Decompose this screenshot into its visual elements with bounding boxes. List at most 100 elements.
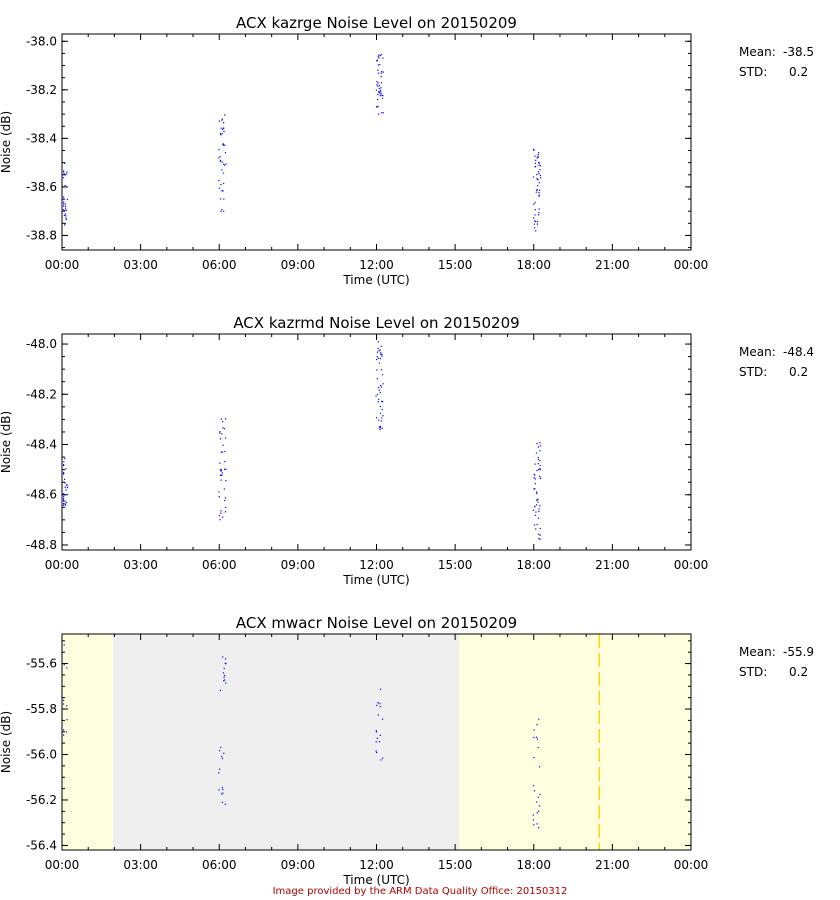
panel-1-data-point: [381, 112, 383, 114]
panel-1-data-point: [534, 155, 536, 157]
panel-1-data-point: [222, 143, 224, 146]
panel-2-data-point: [533, 488, 535, 490]
panel-2-data-point: [220, 479, 222, 481]
panel-1-data-point: [381, 94, 383, 96]
panel-2-data-point: [535, 452, 538, 454]
panel-1-data-point: [533, 223, 536, 225]
panel-1-data-point: [377, 98, 379, 101]
panel-2-data-point: [220, 510, 222, 512]
panel-1-data-point: [220, 134, 222, 136]
panel-2-data-point: [537, 501, 539, 503]
panel-1-x-tick-label: 15:00: [438, 258, 473, 272]
panel-3-data-point: [376, 737, 378, 739]
panel-3-std-value: 0.2: [789, 665, 808, 679]
panel-2-data-point: [538, 510, 540, 513]
panel-3-x-tick-label: 21:00: [595, 858, 630, 872]
panel-2-data-point: [538, 537, 540, 540]
panel-3-data-point: [377, 702, 379, 704]
panel-2-data-point: [378, 362, 381, 364]
panel-1-data-point: [533, 148, 535, 150]
panel-1-data-point: [380, 53, 382, 56]
panel-3-data-point: [533, 729, 535, 731]
panel-1-data-point: [219, 155, 221, 158]
panel-1-data-point: [376, 106, 378, 108]
panel-3-data-point: [375, 750, 377, 752]
panel-1-data-point: [63, 224, 66, 226]
panel-1-data-point: [64, 223, 66, 225]
panel-2-data-point: [63, 504, 65, 506]
panel-1-x-tick-label: 03:00: [123, 258, 158, 272]
panel-3-data-point: [224, 679, 226, 681]
panel-3-x-tick-label: 15:00: [438, 858, 473, 872]
panel-2-data-point: [533, 524, 536, 526]
panel-2-data-point: [539, 534, 541, 536]
panel-1-data-point: [63, 171, 65, 173]
panel-1-data-point: [378, 57, 380, 59]
panel-2-data-point: [379, 349, 381, 351]
panel-1-data-point: [376, 84, 378, 86]
panel-3-x-tick-label: 12:00: [359, 858, 394, 872]
panel-1-x-tick-label: 09:00: [281, 258, 316, 272]
panel-1-data-point: [377, 105, 379, 108]
panel-1-data-point: [536, 189, 538, 191]
panel-2-data-point: [377, 341, 380, 343]
panel-2-data-point: [64, 482, 66, 484]
panel-2-data-point: [63, 472, 65, 474]
panel-3-data-point: [533, 824, 535, 826]
panel-2-data-point: [64, 494, 66, 496]
panel-1-data-point: [221, 208, 223, 211]
panel-1-data-point: [378, 87, 380, 89]
panel-2-data-point: [539, 469, 541, 471]
panel-1-data-point: [218, 120, 221, 122]
panel-3-data-point: [379, 706, 382, 708]
panel-3-data-point: [536, 812, 538, 814]
panel-2-data-point: [380, 420, 383, 422]
panel-2-data-point: [222, 421, 224, 423]
panel-1-data-point: [219, 160, 221, 162]
panel-1-data-point: [65, 209, 67, 211]
panel-2-data-point: [534, 514, 536, 516]
panel-2-data-point: [538, 533, 540, 535]
panel-1-data-point: [533, 203, 535, 205]
panel-3-std-label: STD:: [739, 665, 767, 679]
panel-2-data-point: [221, 474, 223, 476]
panel-1-y-tick-label: -38.4: [26, 131, 57, 145]
panel-1-data-point: [224, 151, 227, 154]
panel-1-data-point: [534, 209, 537, 211]
panel-3-data-point: [66, 719, 68, 721]
panel-1-data-point: [218, 187, 221, 189]
panel-1-data-point: [64, 174, 67, 176]
panel-2-data-point: [224, 450, 226, 453]
panel-2-data-point: [224, 511, 227, 513]
panel-1-data-point: [64, 184, 66, 187]
panel-2-data-point: [378, 389, 380, 391]
panel-3-y-tick-label: -56.0: [26, 748, 57, 762]
panel-2-data-point: [382, 383, 384, 385]
panel-3-data-point: [221, 786, 223, 789]
panel-1-data-point: [221, 133, 223, 135]
panel-1-data-point: [538, 192, 540, 194]
panel-3-data-point: [222, 656, 224, 658]
panel-2-y-tick-label: -48.8: [26, 538, 57, 552]
panel-2-data-point: [381, 374, 384, 376]
panel-3-data-point: [532, 814, 535, 816]
panel-2-data-point: [377, 357, 379, 359]
panel-1-data-point: [223, 130, 225, 133]
panel-1-data-point: [225, 163, 227, 165]
panel-1-data-point: [223, 122, 225, 124]
panel-2-data-point: [64, 504, 67, 506]
panel-3-data-point: [222, 672, 225, 674]
panel-1-data-point: [536, 221, 539, 223]
panel-3-background-span-3: [459, 634, 691, 850]
panel-1-data-point: [382, 71, 384, 73]
panel-1-data-point: [538, 211, 540, 214]
panel-1-data-point: [223, 198, 225, 200]
panel-3-data-point: [380, 759, 382, 761]
panel-2-data-point: [380, 345, 382, 347]
panel-1-data-point: [65, 215, 67, 217]
panel-2-data-point: [378, 398, 380, 401]
panel-1-data-point: [538, 164, 540, 166]
panel-2-data-point: [536, 523, 538, 526]
panel-2-x-axis-label: Time (UTC): [342, 573, 409, 587]
panel-2-data-point: [537, 446, 540, 448]
